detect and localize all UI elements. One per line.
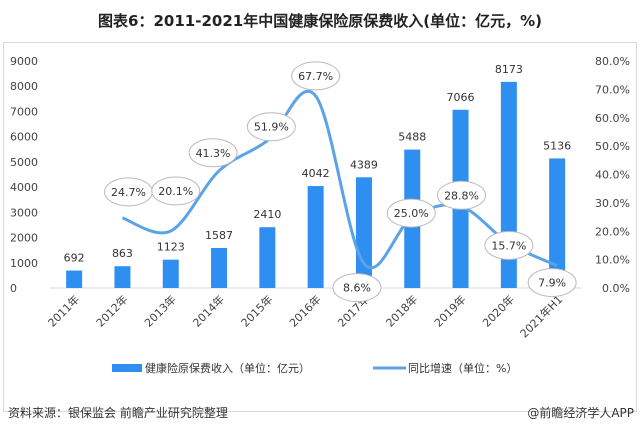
growth-value-label: 25.0% [394,207,429,220]
left-axis-tick: 4000 [10,181,38,194]
bar-value-label: 4389 [350,158,378,171]
growth-value-label: 28.8% [444,189,479,202]
bar-value-label: 7066 [447,91,475,104]
brand-credit: @前瞻经济学人APP [527,406,634,420]
left-axis-tick: 6000 [10,131,38,144]
left-axis-tick: 5000 [10,156,38,169]
left-axis-tick: 3000 [10,206,38,219]
left-axis-tick: 7000 [10,105,38,118]
left-axis-tick: 9000 [10,55,38,68]
right-axis-tick: 80.0% [595,55,630,68]
x-axis-label: 2013年 [141,292,178,329]
growth-label-bubble [386,198,436,228]
right-axis-tick: 20.0% [595,225,630,238]
bar-value-label: 1587 [205,229,233,242]
bar-value-label: 5136 [543,139,571,152]
growth-value-label: 20.1% [158,185,193,198]
growth-label-bubble [291,61,341,91]
bar [307,186,324,288]
x-axis-label: 2020年 [479,292,516,329]
bar [355,177,372,288]
bar-value-label: 863 [112,247,133,260]
x-axis-label: 2012年 [93,292,130,329]
left-axis-tick: 2000 [10,232,38,245]
bar [259,227,276,288]
source-note: 资料来源：银保监会 前瞻产业研究院整理 [8,406,228,420]
growth-value-label: 51.9% [254,121,289,134]
x-axis-label: 2016年 [286,292,323,329]
growth-label-bubble [484,230,534,260]
growth-label-bubble [332,273,382,303]
x-axis-label: 2018年 [383,292,420,329]
legend-line-label: 同比增速（单位：%） [408,361,517,375]
legend-bar-label: 健康险原保费收入（单位：亿元） [145,361,310,375]
legend-bar-swatch [112,364,142,372]
right-axis-tick: 40.0% [595,169,630,182]
bar-value-label: 692 [64,252,85,265]
bar [114,266,131,288]
bar [549,158,566,288]
chart-frame [3,42,637,412]
left-axis-tick: 0 [10,282,17,295]
left-axis-tick: 8000 [10,80,38,93]
growth-value-label: 41.3% [196,147,231,160]
x-axis-label: 2011年 [45,292,82,329]
bar-value-label: 1123 [157,241,185,254]
growth-value-label: 24.7% [111,186,146,199]
bar-value-label: 5488 [398,131,426,144]
bar-value-label: 8173 [495,63,523,76]
bar [66,270,83,288]
chart-title: 图表6：2011-2021年中国健康保险原保费收入(单位：亿元，%) [98,12,542,30]
right-axis-tick: 50.0% [595,140,630,153]
right-axis-tick: 60.0% [595,112,630,125]
growth-label-bubble [188,138,238,168]
x-axis-label: 2021年H1 [517,292,565,340]
bar [211,247,228,288]
growth-label-bubble [437,180,487,210]
right-axis-tick: 10.0% [595,254,630,267]
right-axis-tick: 0.0% [602,282,630,295]
right-axis-tick: 70.0% [595,83,630,96]
growth-label-bubble [246,112,296,142]
growth-value-label: 8.6% [343,282,371,295]
left-axis-tick: 1000 [10,257,38,270]
growth-value-label: 67.7% [298,70,333,83]
right-axis-tick: 30.0% [595,197,630,210]
growth-label-bubble [151,176,201,206]
growth-line [121,89,558,270]
growth-label-bubble [527,268,577,298]
bar [162,259,179,288]
bar-value-label: 4042 [302,167,330,180]
x-axis-label: 2015年 [238,292,275,329]
bar-value-label: 2410 [253,208,281,221]
x-axis-label: 2019年 [431,292,468,329]
x-axis-label: 2014年 [190,292,227,329]
growth-value-label: 7.9% [538,277,566,290]
growth-value-label: 15.7% [491,239,526,252]
